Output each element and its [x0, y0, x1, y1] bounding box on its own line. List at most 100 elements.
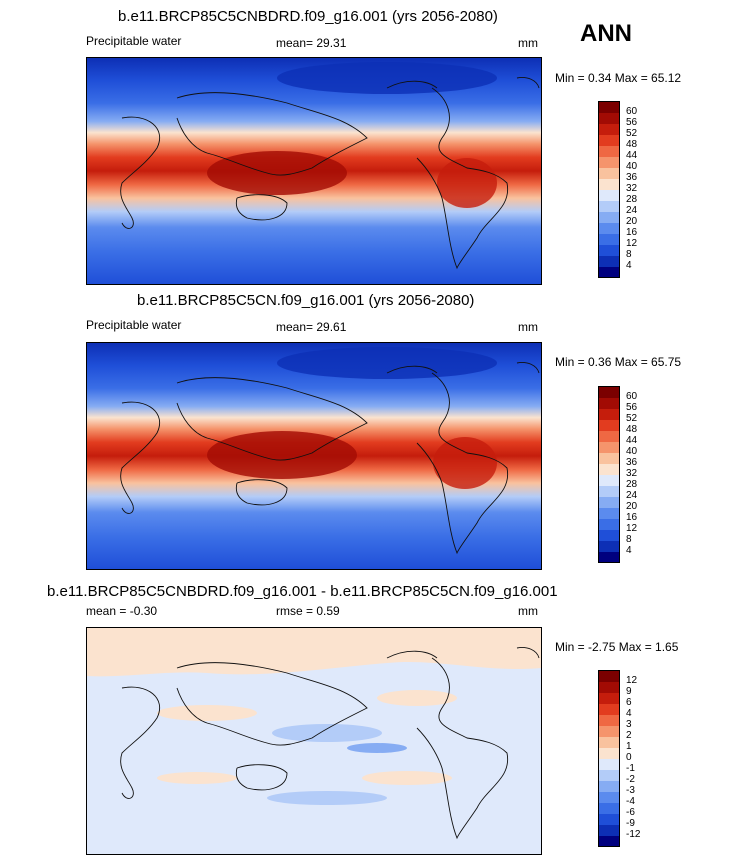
colorbar-swatch	[598, 813, 620, 825]
colorbar-swatch	[598, 189, 620, 201]
colorbar-tick-label: 32	[626, 468, 638, 479]
colorbar-tick-label: 2	[626, 730, 632, 741]
colorbar-swatch	[598, 419, 620, 431]
colorbar-swatch	[598, 670, 620, 682]
colorbar-swatch	[598, 441, 620, 453]
colorbar-swatch	[598, 101, 620, 113]
colorbar-swatch	[598, 408, 620, 420]
colorbar-tick-label: 40	[626, 446, 638, 457]
colorbar-tick-label: -3	[626, 785, 635, 796]
panel-3-minmax: Min = -2.75 Max = 1.65	[555, 640, 679, 654]
colorbar-tick-label: 44	[626, 435, 638, 446]
colorbar-swatch	[598, 397, 620, 409]
colorbar-tick-label: -6	[626, 807, 635, 818]
colorbar-swatch	[598, 386, 620, 398]
colorbar-tick-label: 44	[626, 150, 638, 161]
colorbar-tick-label: -1	[626, 763, 635, 774]
colorbar-tick-label: 8	[626, 249, 632, 260]
colorbar-tick-label: 12	[626, 238, 638, 249]
colorbar-swatch	[598, 835, 620, 847]
colorbar-tick-label: 36	[626, 172, 638, 183]
colorbar-swatch	[598, 430, 620, 442]
colorbar-tick-label: 60	[626, 106, 638, 117]
colorbar-swatch	[598, 266, 620, 278]
colorbar-swatch	[598, 791, 620, 803]
colorbar-swatch	[598, 736, 620, 748]
colorbar-swatch	[598, 802, 620, 814]
colorbar-swatch	[598, 540, 620, 552]
colorbar-tick-label: 4	[626, 708, 632, 719]
panel-3-title: b.e11.BRCP85C5CNBDRD.f09_g16.001 - b.e11…	[47, 583, 558, 600]
colorbar-swatch	[598, 758, 620, 770]
colorbar-swatch	[598, 134, 620, 146]
colorbar-tick-label: 56	[626, 117, 638, 128]
colorbar-tick-label: 56	[626, 402, 638, 413]
colorbar-swatch	[598, 551, 620, 563]
precip-water-map-2	[87, 343, 541, 569]
colorbar-tick-label: 24	[626, 490, 638, 501]
colorbar-panel-1: 4 8 12 16 20 24 28 32 36 40 44 48 52 56 60	[598, 101, 658, 278]
colorbar-tick-label: 4	[626, 545, 632, 556]
colorbar-swatch	[598, 474, 620, 486]
panel-3-rmse: rmse = 0.59	[276, 604, 340, 618]
colorbar-swatch	[598, 485, 620, 497]
colorbar-tick-label: 52	[626, 413, 638, 424]
colorbar-swatch	[598, 703, 620, 715]
colorbar-tick-label: -9	[626, 818, 635, 829]
map-panel-2	[86, 342, 542, 570]
panel-1-variable-label: Precipitable water	[86, 34, 182, 48]
precip-water-difference-map	[87, 628, 541, 854]
colorbar-swatch	[598, 529, 620, 541]
colorbar-swatch	[598, 463, 620, 475]
colorbar-swatch	[598, 824, 620, 836]
map-panel-1	[86, 57, 542, 285]
panel-3-units: mm	[518, 604, 538, 618]
colorbar-tick-label: 8	[626, 534, 632, 545]
colorbar-swatch	[598, 244, 620, 256]
panel-2-title: b.e11.BRCP85C5CN.f09_g16.001 (yrs 2056-2…	[137, 292, 475, 309]
colorbar-tick-label: 16	[626, 512, 638, 523]
colorbar-swatch	[598, 769, 620, 781]
map-panel-3	[86, 627, 542, 855]
colorbar-swatch	[598, 714, 620, 726]
colorbar-tick-label: 4	[626, 260, 632, 271]
colorbar-tick-label: 28	[626, 194, 638, 205]
colorbar-swatch	[598, 200, 620, 212]
colorbar-swatch	[598, 255, 620, 267]
panel-1-title: b.e11.BRCP85C5CNBDRD.f09_g16.001 (yrs 20…	[118, 8, 498, 25]
colorbar-tick-label: 3	[626, 719, 632, 730]
colorbar-panel-3: -12 -9 -6 -4 -3 -2 -1 0 1 2 3 4 6 9 12	[598, 670, 658, 847]
colorbar-swatch	[598, 507, 620, 519]
colorbar-swatch	[598, 747, 620, 759]
colorbar-tick-label: 12	[626, 523, 638, 534]
season-label: ANN	[580, 20, 632, 47]
panel-1-mean: mean= 29.31	[276, 36, 347, 50]
colorbar-swatch	[598, 233, 620, 245]
panel-1-units: mm	[518, 36, 538, 50]
colorbar-tick-label: 48	[626, 424, 638, 435]
colorbar-panel-2: 4 8 12 16 20 24 28 32 36 40 44 48 52 56 60	[598, 386, 658, 563]
panel-2-mean: mean= 29.61	[276, 320, 347, 334]
colorbar-swatch	[598, 725, 620, 737]
colorbar-tick-label: 9	[626, 686, 632, 697]
colorbar-tick-label: 6	[626, 697, 632, 708]
colorbar-swatch	[598, 167, 620, 179]
colorbar-tick-label: 20	[626, 501, 638, 512]
colorbar-tick-label: -12	[626, 829, 641, 840]
panel-1-minmax: Min = 0.34 Max = 65.12	[555, 71, 682, 85]
panel-3-mean: mean = -0.30	[86, 604, 158, 618]
colorbar-tick-label: 28	[626, 479, 638, 490]
colorbar-swatch	[598, 145, 620, 157]
colorbar-tick-label: 12	[626, 675, 638, 686]
colorbar-tick-label: -2	[626, 774, 635, 785]
panel-2-minmax: Min = 0.36 Max = 65.75	[555, 355, 682, 369]
colorbar-swatch	[598, 692, 620, 704]
colorbar-tick-label: 36	[626, 457, 638, 468]
precip-water-map-1	[87, 58, 541, 284]
colorbar-tick-label: 0	[626, 752, 632, 763]
panel-2-units: mm	[518, 320, 538, 334]
colorbar-swatch	[598, 156, 620, 168]
colorbar-tick-label: 48	[626, 139, 638, 150]
colorbar-tick-label: 32	[626, 183, 638, 194]
colorbar-swatch	[598, 681, 620, 693]
